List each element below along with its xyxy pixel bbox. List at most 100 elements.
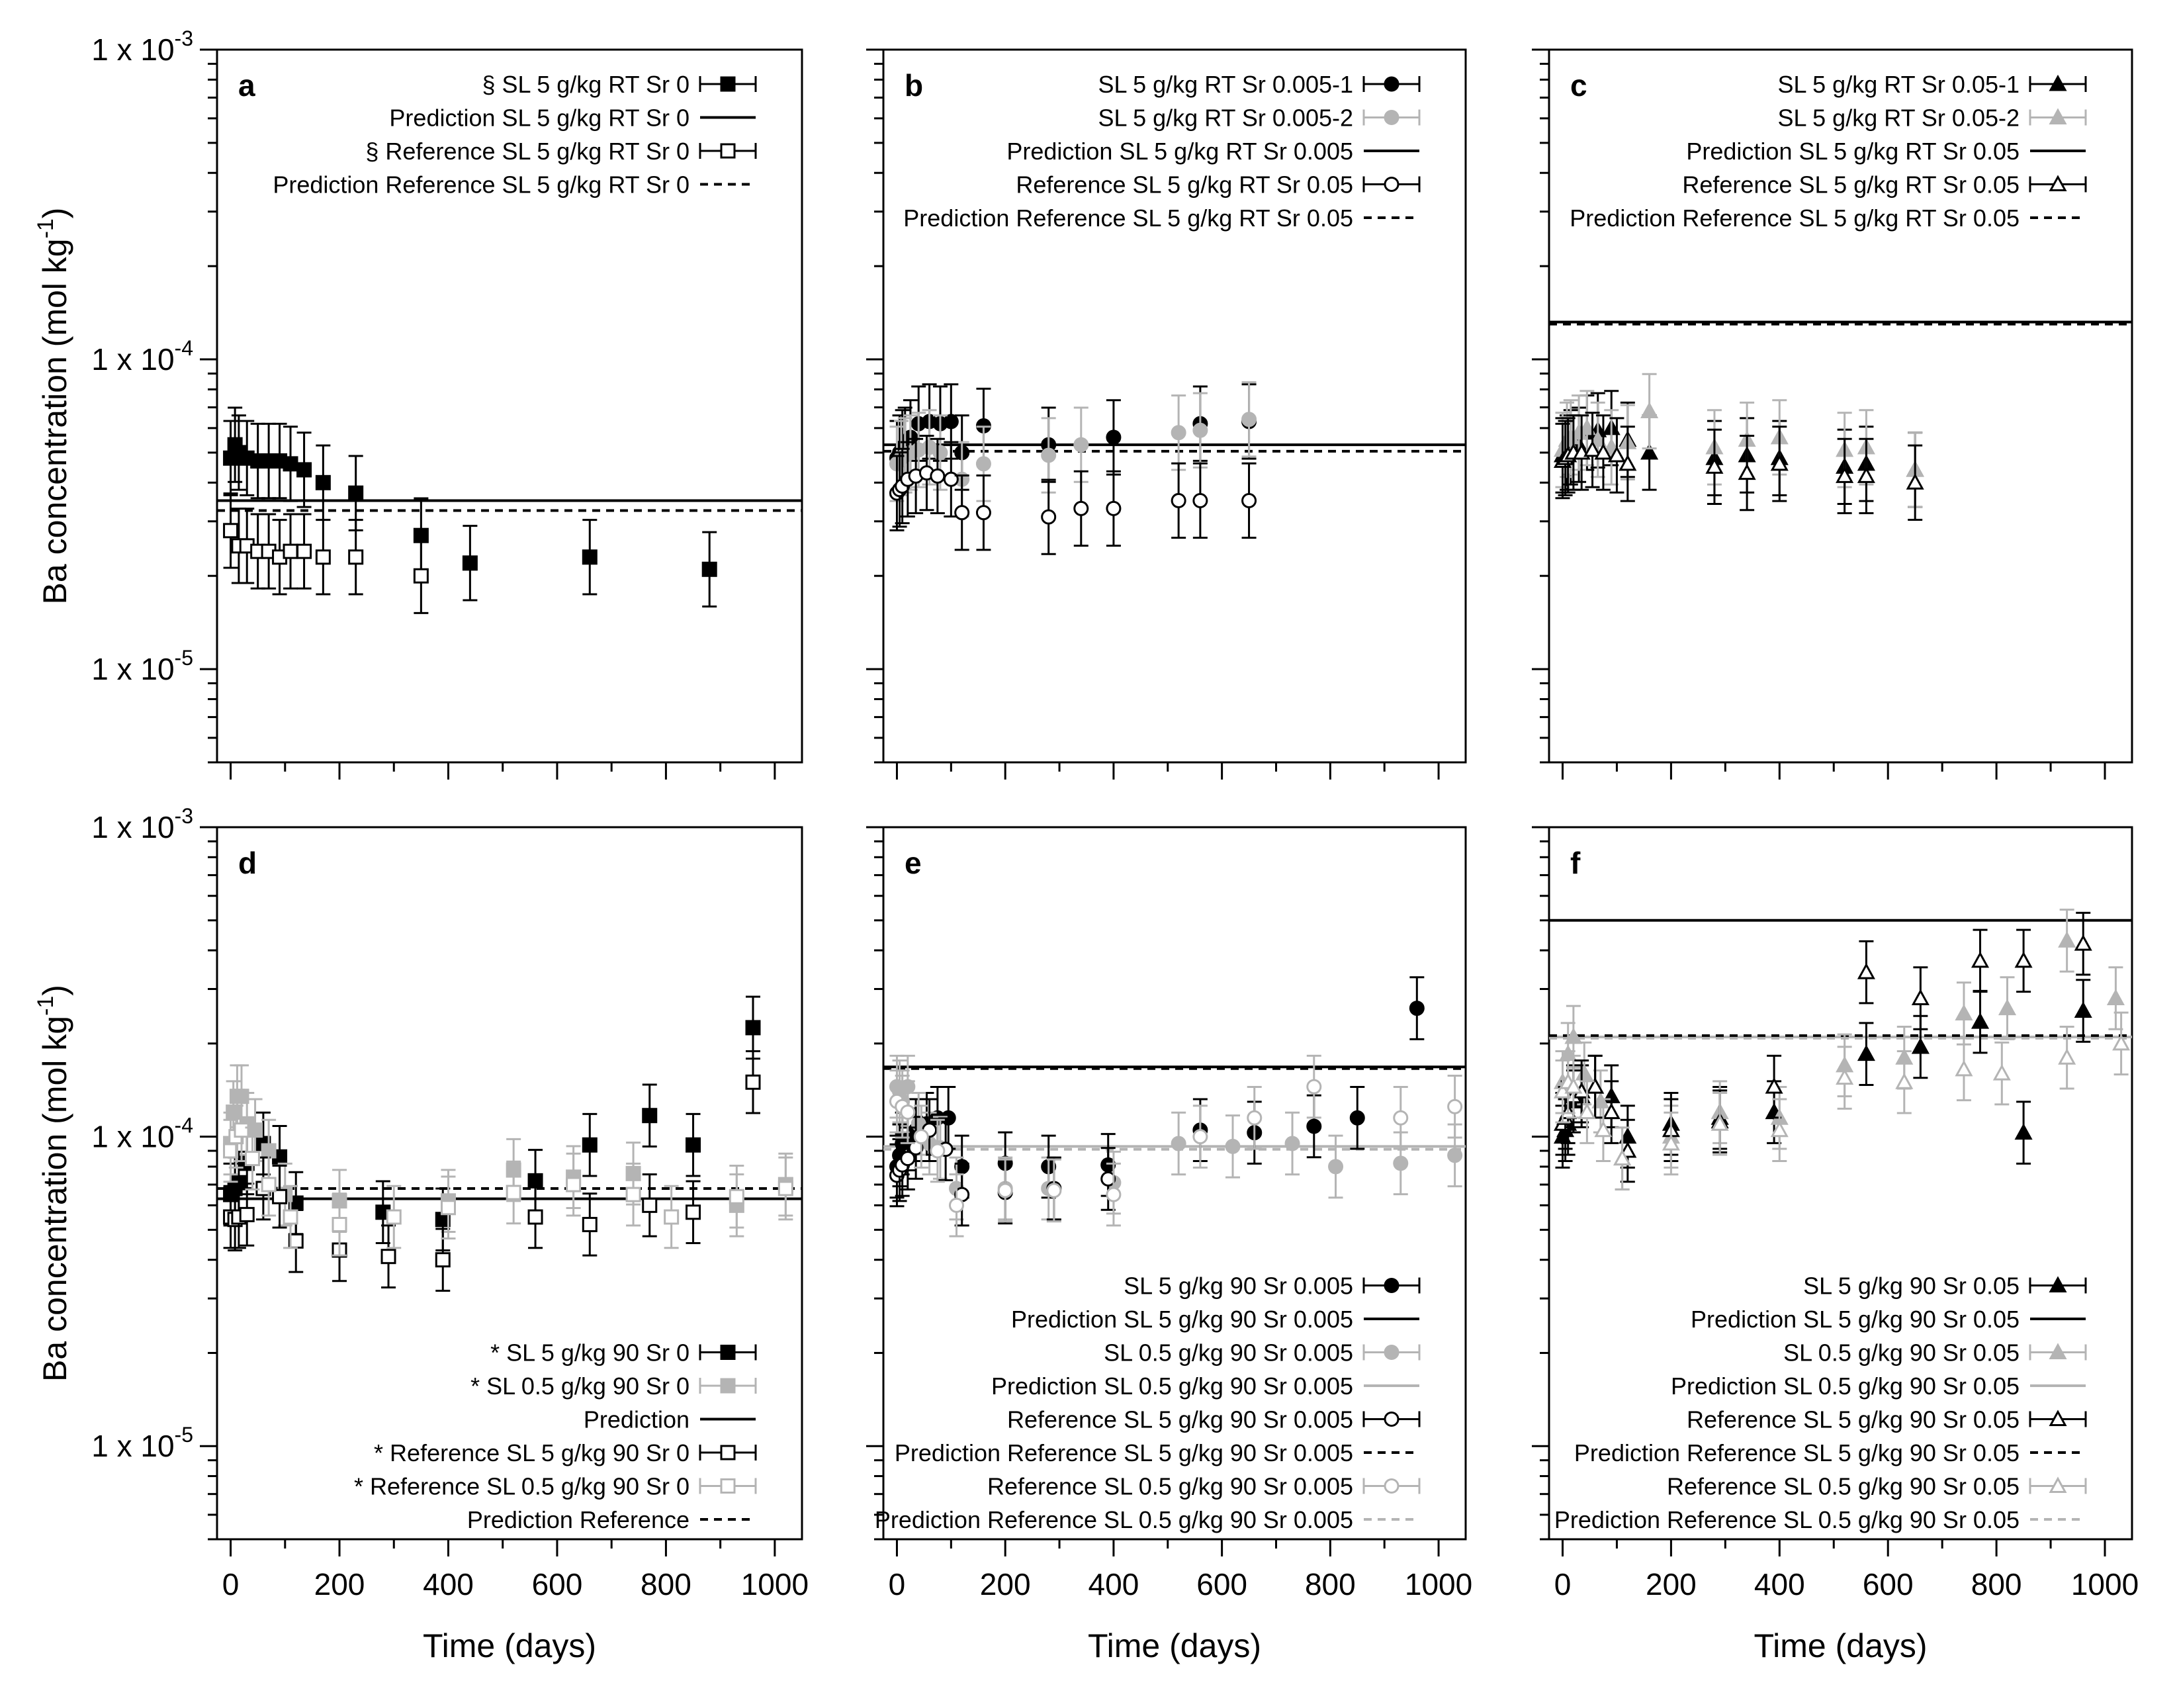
panel-letter: b (905, 68, 923, 103)
data-point (1106, 1187, 1122, 1202)
data-point (930, 1143, 946, 1159)
legend-label: Reference SL 5 g/kg RT Sr 0.05 (1682, 171, 2020, 199)
legend-entry: Reference SL 5 g/kg RT Sr 0.05 (1682, 171, 2087, 199)
data-series (1553, 911, 2092, 1183)
data-point (1192, 422, 1208, 438)
data-point (1911, 1037, 1930, 1054)
y-axis-title-close: ) (36, 985, 73, 996)
y-tick-base: 1 x 10 (91, 32, 174, 67)
data-point (582, 1137, 598, 1153)
data-point (1705, 457, 1724, 474)
legend-marker (720, 1478, 736, 1494)
data-point (1640, 402, 1659, 418)
data-point (296, 543, 312, 559)
data-point (932, 445, 948, 461)
data-point (642, 1197, 658, 1213)
data-point (247, 1122, 263, 1138)
data-point (1662, 1134, 1680, 1151)
y-tick-exponent: -5 (175, 646, 193, 670)
data-point (1241, 412, 1257, 427)
data-point (686, 1204, 701, 1220)
data-point (664, 1209, 680, 1225)
legend-label: * SL 5 g/kg 90 Sr 0 (490, 1339, 689, 1367)
x-tick-label: 0 (222, 1567, 240, 1601)
legend-label: * Reference SL 0.5 g/kg 90 Sr 0 (354, 1473, 689, 1500)
legend-marker (1384, 1345, 1400, 1360)
data-series (223, 1064, 793, 1237)
data-point (1046, 1183, 1062, 1198)
data-point (1171, 492, 1186, 508)
x-tick-label: 600 (1196, 1567, 1247, 1601)
data-point (1393, 1155, 1409, 1171)
legend-entry: Reference SL 5 g/kg RT Sr 0.05 (1016, 171, 1421, 199)
legend-entry: SL 5 g/kg RT Sr 0.005-2 (1098, 105, 1421, 132)
data-point (506, 1185, 521, 1200)
y-tick-exponent: -5 (175, 1423, 193, 1447)
data-series (889, 976, 1425, 1199)
legend-label: SL 5 g/kg 90 Sr 0.05 (1803, 1273, 2020, 1300)
legend-label: Prediction SL 0.5 g/kg 90 Sr 0.05 (1671, 1372, 2020, 1400)
x-tick-label: 800 (1305, 1567, 1356, 1601)
legend-label: Prediction SL 5 g/kg 90 Sr 0.05 (1691, 1306, 2020, 1333)
data-point (2074, 934, 2092, 951)
data-point (386, 1209, 402, 1225)
data-point (283, 543, 298, 559)
data-point (296, 462, 312, 478)
data-point (1284, 1136, 1300, 1151)
x-tick-label: 1000 (2071, 1567, 2139, 1601)
data-point (1911, 989, 1930, 1006)
panel-a: 1 x 10-31 x 10-41 x 10-5Ba concentration… (33, 26, 803, 780)
legend-marker (1384, 1278, 1400, 1293)
data-point (642, 1108, 658, 1124)
legend-entry: SL 5 g/kg RT Sr 0.005-1 (1098, 71, 1421, 98)
data-point (315, 474, 331, 490)
y-tick-exponent: -3 (175, 804, 193, 828)
data-series (1553, 412, 1924, 521)
data-point (1607, 445, 1626, 463)
legend-label: Reference SL 5 g/kg RT Sr 0.05 (1016, 171, 1353, 199)
data-point (2058, 1048, 2076, 1065)
data-point (686, 1137, 701, 1153)
data-series (889, 1054, 1463, 1237)
data-point (1192, 492, 1208, 508)
data-series (889, 1054, 1463, 1221)
data-point (234, 1122, 249, 1138)
y-axis-title-close: ) (36, 208, 73, 219)
x-tick-label: 200 (980, 1567, 1031, 1601)
data-point (949, 1197, 965, 1213)
data-series (223, 406, 717, 607)
legend-label: SL 0.5 g/kg 90 Sr 0.005 (1104, 1339, 1353, 1367)
data-point (527, 1209, 543, 1225)
legend-label: Prediction Reference SL 0.5 g/kg 90 Sr 0… (1554, 1506, 2020, 1533)
data-series (1553, 909, 2125, 1191)
legend-entry: * SL 5 g/kg 90 Sr 0 (490, 1339, 757, 1367)
y-tick-label: 1 x 10-3 (91, 804, 193, 844)
data-point (1857, 467, 1875, 483)
legend-marker (2049, 175, 2067, 191)
legend: § SL 5 g/kg RT Sr 0 Prediction SL 5 g/kg … (273, 71, 757, 199)
data-point (1577, 418, 1596, 435)
legend-entry: * Reference SL 5 g/kg 90 Sr 0 (374, 1439, 757, 1466)
legend-entry: Reference SL 5 g/kg 90 Sr 0.005 (1007, 1406, 1421, 1433)
y-axis-title-superscript: -1 (33, 218, 58, 238)
data-point (283, 456, 298, 472)
data-point (1992, 1064, 2011, 1081)
plot-frame (882, 48, 1467, 764)
data-point (745, 1020, 761, 1036)
data-point (332, 1216, 347, 1232)
data-point (625, 1187, 641, 1202)
data-point (1241, 492, 1257, 508)
panel-b: b SL 5 g/kg RT Sr 0.005-1 SL 5 g/kg RT Sr … (866, 48, 1467, 780)
y-tick-base: 1 x 10 (91, 342, 174, 377)
legend-label: Prediction Reference SL 5 g/kg RT Sr 0 (273, 171, 689, 199)
legend-entry: * SL 0.5 g/kg 90 Sr 0 (470, 1372, 757, 1400)
legend-entry: § SL 5 g/kg RT Sr 0 (482, 71, 757, 98)
data-point (1564, 1077, 1583, 1094)
legend-entry: SL 0.5 g/kg 90 Sr 0.05 (1783, 1339, 2087, 1367)
legend-entry: Prediction Reference SL 5 g/kg 90 Sr 0.0… (1574, 1439, 2086, 1466)
y-axis-title: Ba concentration (mol kg-1) (33, 208, 73, 605)
data-point (283, 1209, 298, 1225)
data-point (900, 1104, 916, 1120)
data-point (1171, 1136, 1186, 1151)
y-tick-label: 1 x 10-4 (91, 336, 193, 377)
